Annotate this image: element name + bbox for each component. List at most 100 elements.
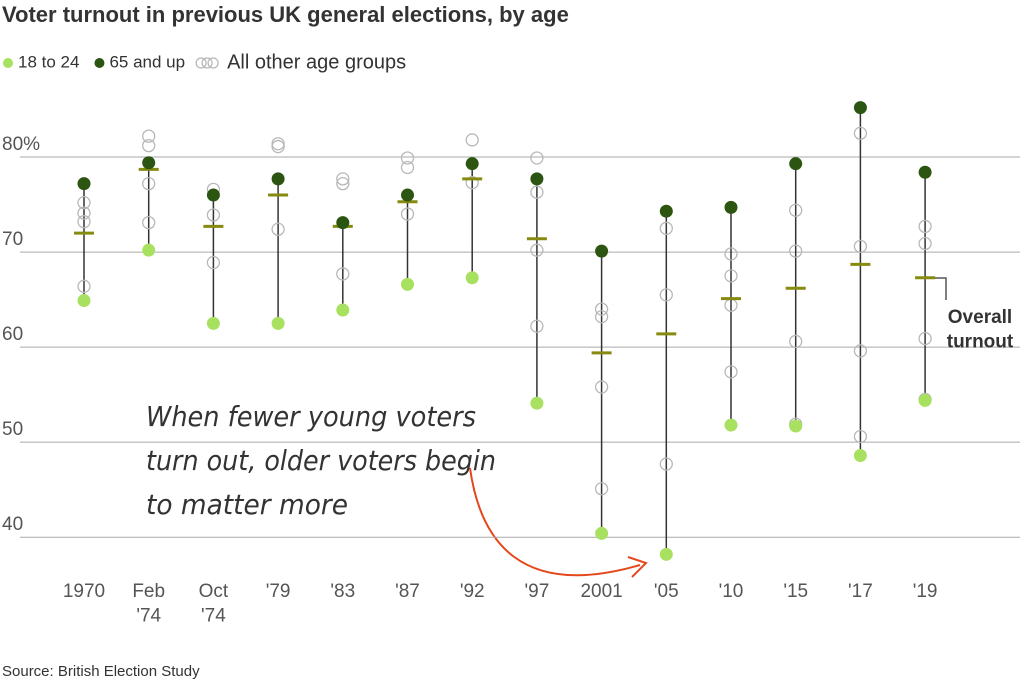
old-dot [142, 156, 156, 170]
other-age-dot [659, 457, 673, 471]
old-dot [853, 101, 867, 115]
source: Source: British Election Study [2, 663, 200, 680]
young-dot [789, 419, 803, 433]
young-dot [206, 316, 220, 330]
other-age-dot [400, 160, 415, 175]
old-dot [77, 177, 91, 191]
legend-swatch [201, 57, 213, 69]
x-tick-label: '92 [460, 581, 485, 602]
other-age-dot [336, 267, 350, 281]
annotation: When fewer young voters [146, 400, 476, 433]
young-dot [77, 294, 91, 308]
legend-swatch [94, 58, 105, 68]
young-dot [530, 396, 544, 410]
other-age-dot [206, 208, 221, 222]
y-tick-label: 70 [2, 229, 23, 250]
old-dot [918, 165, 932, 179]
legend-swatch [3, 58, 13, 68]
old-dot [789, 157, 803, 171]
young-dot [465, 271, 479, 285]
old-dot [401, 188, 414, 202]
young-dot [853, 448, 867, 462]
old-dot [206, 188, 220, 202]
overall-connector [932, 277, 947, 300]
x-tick-label: Feb '74 [132, 581, 165, 627]
other-age-dot [142, 215, 156, 230]
other-age-dot [659, 221, 673, 235]
other-age-dot [789, 203, 803, 217]
legend-swatch [207, 57, 219, 69]
x-tick-label: '17 [848, 581, 873, 602]
young-dot [918, 393, 932, 407]
other-age-dot [918, 236, 932, 251]
other-age-dot [465, 176, 479, 190]
x-tick-label: 1970 [63, 581, 105, 602]
other-age-dot [530, 243, 544, 257]
other-age-dot [400, 151, 415, 165]
other-age-dot [724, 247, 738, 261]
overall-label: Overall turnout [947, 307, 1014, 353]
chart-title: Voter turnout in previous UK general ele… [2, 2, 569, 27]
young-dot [659, 547, 673, 561]
other-age-dot [594, 302, 609, 316]
old-dot [465, 157, 479, 171]
other-age-dot [336, 176, 350, 191]
annotation-arrowhead [627, 556, 648, 578]
annotation: turn out, older voters begin [146, 444, 496, 477]
y-tick-label: 80% [2, 134, 40, 155]
other-age-dot [530, 319, 544, 333]
old-dot [271, 172, 285, 186]
y-tick-label: 40 [2, 514, 23, 535]
other-age-dot [853, 344, 868, 358]
old-dot [595, 244, 609, 258]
young-dot [724, 418, 738, 432]
other-age-dot [142, 138, 156, 153]
other-age-dot [77, 215, 91, 229]
old-dot [530, 172, 544, 186]
other-age-dot [400, 207, 415, 221]
other-age-dot [206, 255, 221, 270]
y-tick-label: 60 [2, 324, 23, 345]
young-dot [336, 303, 350, 317]
other-age-dot [77, 206, 91, 220]
x-tick-label: '10 [719, 581, 744, 602]
other-age-dot [530, 185, 544, 199]
x-tick-label: Oct '74 [199, 581, 229, 627]
x-tick-label: 2001 [580, 581, 622, 602]
legend-swatch [195, 57, 207, 69]
other-age-dot [530, 151, 544, 165]
other-age-dot [853, 126, 868, 140]
young-dot [401, 277, 414, 291]
legend-label: 65 and up [109, 52, 185, 71]
x-tick-label: '79 [266, 581, 291, 602]
other-age-dot [724, 269, 738, 283]
annotation: to matter more [146, 488, 348, 521]
y-tick-label: 50 [2, 419, 23, 440]
other-age-dot [271, 139, 285, 154]
old-dot [336, 216, 350, 230]
x-tick-label: '87 [395, 581, 420, 602]
young-dot [142, 243, 156, 257]
other-age-dot [594, 380, 609, 394]
annotation-arrow [469, 467, 641, 577]
other-age-dot [77, 196, 91, 210]
young-dot [271, 316, 285, 330]
other-age-dot [594, 310, 609, 324]
other-age-dot [659, 288, 673, 302]
other-age-dot [142, 176, 156, 191]
other-age-dot [789, 244, 803, 258]
x-tick-label: '15 [783, 581, 808, 602]
other-age-dot [724, 365, 738, 379]
other-age-dot [789, 334, 803, 349]
young-dot [595, 526, 609, 540]
other-age-dot [853, 429, 868, 444]
x-tick-label: '19 [913, 581, 938, 602]
other-age-dot [465, 133, 479, 147]
other-age-dot [918, 331, 932, 346]
legend-label: 18 to 24 [18, 52, 79, 71]
x-tick-label: '97 [525, 581, 550, 602]
other-age-dot [594, 482, 609, 496]
x-tick-label: '83 [330, 581, 355, 602]
old-dot [659, 204, 673, 218]
